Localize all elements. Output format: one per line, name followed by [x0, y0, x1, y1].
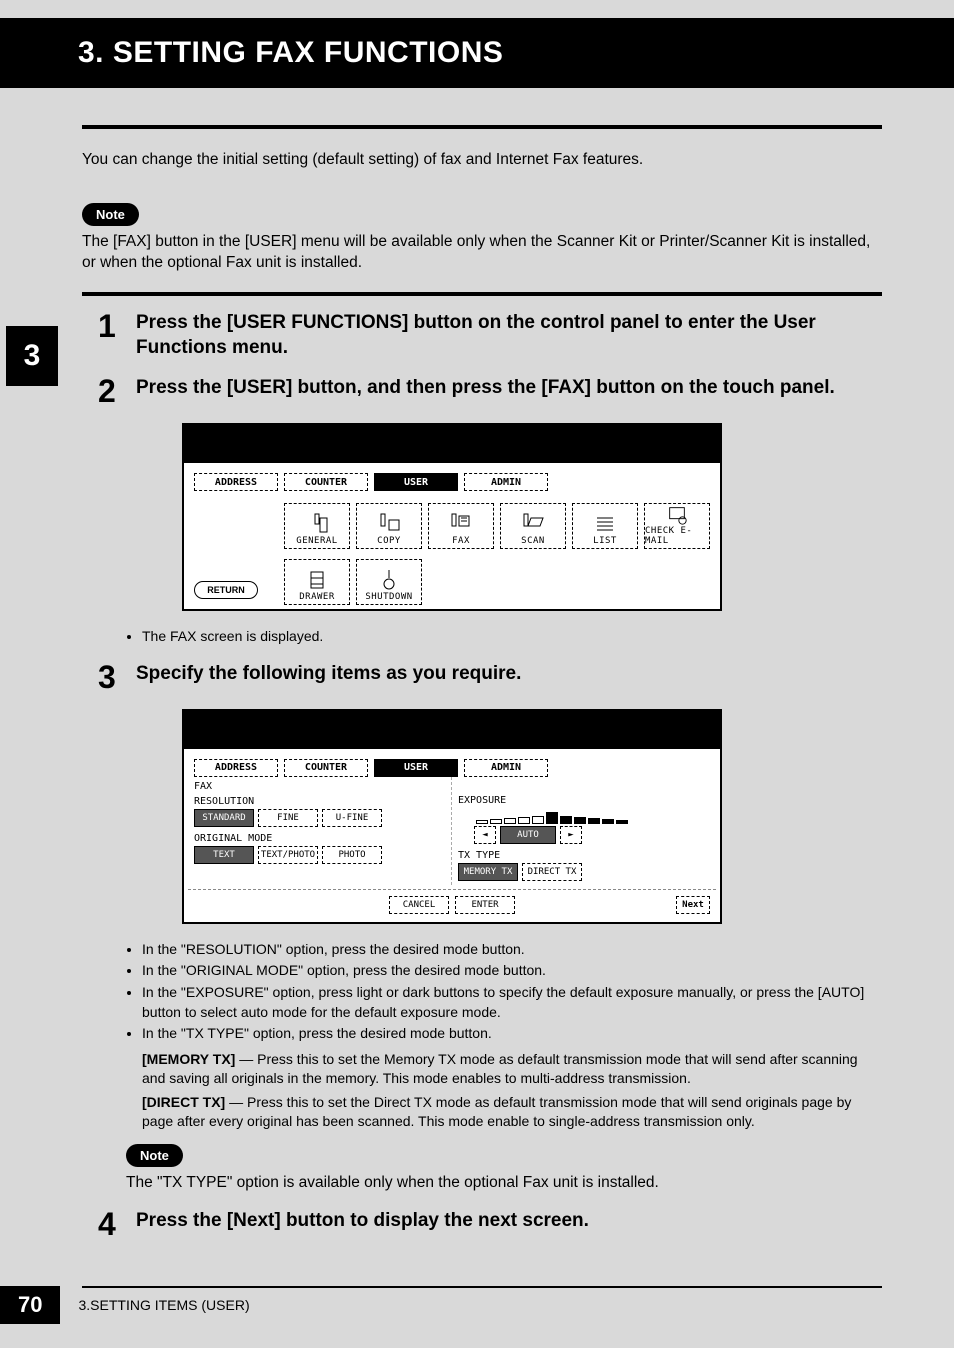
exposure-lighter[interactable]: ◄	[474, 826, 496, 844]
lcd-row2: DRAWER SHUTDOWN	[264, 549, 428, 605]
mode-text[interactable]: TEXT	[194, 846, 254, 864]
page-body: You can change the initial setting (defa…	[82, 125, 882, 1246]
chapter-header: 3. SETTING FAX FUNCTIONS	[0, 18, 954, 88]
memory-tx-desc: [MEMORY TX] — Press this to set the Memo…	[142, 1050, 882, 1089]
lcd-screenshot-2: ADDRESS COUNTER USER ADMIN FAX RESOLUTIO…	[182, 709, 722, 924]
step-1: 1 Press the [USER FUNCTIONS] button on t…	[98, 310, 882, 361]
btn-scan[interactable]: SCAN	[500, 503, 566, 549]
btn-label: DRAWER	[299, 592, 335, 602]
chapter-tab: 3	[6, 326, 58, 386]
fax-label: FAX	[194, 781, 445, 792]
btn-check-email[interactable]: CHECK E-MAIL	[644, 503, 710, 549]
lcd-tabs: ADDRESS COUNTER USER ADMIN	[188, 467, 716, 491]
btn-label: COPY	[377, 536, 401, 546]
step-3: 3 Specify the following items as you req…	[98, 661, 882, 693]
exposure-darker[interactable]: ►	[560, 826, 582, 844]
bold-label: [MEMORY TX]	[142, 1051, 235, 1067]
mode-textphoto[interactable]: TEXT/PHOTO	[258, 846, 318, 864]
chapter-title: 3. SETTING FAX FUNCTIONS	[78, 36, 503, 70]
btn-enter[interactable]: ENTER	[455, 896, 515, 914]
note-text: The [FAX] button in the [USER] menu will…	[82, 232, 882, 274]
tab-address[interactable]: ADDRESS	[194, 473, 278, 491]
btn-list[interactable]: LIST	[572, 503, 638, 549]
txtype-label: TX TYPE	[458, 850, 710, 861]
tab-user[interactable]: USER	[374, 759, 458, 777]
btn-label: CHECK E-MAIL	[645, 526, 709, 546]
note-badge: Note	[82, 203, 139, 226]
btn-fax[interactable]: FAX	[428, 503, 494, 549]
step-number: 4	[98, 1208, 124, 1240]
footer-text: 3.SETTING ITEMS (USER)	[78, 1297, 249, 1313]
btn-shutdown[interactable]: SHUTDOWN	[356, 559, 422, 605]
res-fine[interactable]: FINE	[258, 809, 318, 827]
res-ufine[interactable]: U-FINE	[322, 809, 382, 827]
tab-user[interactable]: USER	[374, 473, 458, 491]
btn-label: SHUTDOWN	[365, 592, 412, 602]
step2-bullets: The FAX screen is displayed.	[126, 627, 882, 647]
btn-drawer[interactable]: DRAWER	[284, 559, 350, 605]
bullet: In the "ORIGINAL MODE" option, press the…	[142, 961, 882, 981]
note-badge: Note	[126, 1144, 183, 1167]
lcd-divider	[188, 889, 716, 890]
btn-next[interactable]: Next	[676, 896, 710, 914]
lcd-blackbar	[184, 425, 720, 463]
bullet: In the "EXPOSURE" option, press light or…	[142, 983, 882, 1022]
btn-label: GENERAL	[296, 536, 337, 546]
step-number: 3	[98, 661, 124, 693]
mode-photo[interactable]: PHOTO	[322, 846, 382, 864]
step-4: 4 Press the [Next] button to display the…	[98, 1208, 882, 1240]
lcd-blackbar	[184, 711, 720, 749]
bullet: In the "RESOLUTION" option, press the de…	[142, 940, 882, 960]
note-text: The "TX TYPE" option is available only w…	[126, 1173, 882, 1194]
bullet: The FAX screen is displayed.	[142, 627, 882, 647]
step3-bullets: In the "RESOLUTION" option, press the de…	[126, 940, 882, 1044]
page: 3. SETTING FAX FUNCTIONS 3 You can chang…	[0, 0, 954, 1348]
tab-address[interactable]: ADDRESS	[194, 759, 278, 777]
btn-cancel[interactable]: CANCEL	[389, 896, 449, 914]
bold-label: [DIRECT TX]	[142, 1094, 225, 1110]
exposure-label: EXPOSURE	[458, 795, 710, 806]
step-text: Specify the following items as you requi…	[136, 661, 882, 693]
rule-top	[82, 125, 882, 129]
bullet: In the "TX TYPE" option, press the desir…	[142, 1024, 882, 1044]
tx-direct[interactable]: DIRECT TX	[522, 863, 582, 881]
lcd-body: ADDRESS COUNTER USER ADMIN FAX RESOLUTIO…	[184, 749, 720, 922]
lcd-row1: GENERAL COPY FAX SCAN LIST CHECK E-MAIL	[188, 497, 716, 549]
intro-text: You can change the initial setting (defa…	[82, 151, 882, 169]
tab-counter[interactable]: COUNTER	[284, 759, 368, 777]
rule-mid	[82, 292, 882, 296]
origmode-label: ORIGINAL MODE	[194, 833, 445, 844]
exposure-auto[interactable]: AUTO	[500, 826, 556, 844]
step-number: 1	[98, 310, 124, 361]
btn-label: LIST	[593, 536, 617, 546]
step-text: Press the [Next] button to display the n…	[136, 1208, 882, 1240]
step-text: Press the [USER] button, and then press …	[136, 375, 882, 407]
btn-general[interactable]: GENERAL	[284, 503, 350, 549]
exposure-bar	[476, 810, 710, 824]
step-text: Press the [USER FUNCTIONS] button on the…	[136, 310, 882, 361]
btn-return[interactable]: RETURN	[194, 581, 258, 599]
resolution-label: RESOLUTION	[194, 796, 445, 807]
step-number: 2	[98, 375, 124, 407]
lcd-body: ADDRESS COUNTER USER ADMIN GENERAL COPY …	[184, 463, 720, 609]
tab-admin[interactable]: ADMIN	[464, 759, 548, 777]
direct-tx-desc: [DIRECT TX] — Press this to set the Dire…	[142, 1093, 882, 1132]
tx-memory[interactable]: MEMORY TX	[458, 863, 518, 881]
btn-label: SCAN	[521, 536, 545, 546]
desc-text: — Press this to set the Direct TX mode a…	[142, 1094, 851, 1130]
btn-label: FAX	[452, 536, 470, 546]
lcd-tabs: ADDRESS COUNTER USER ADMIN	[188, 753, 716, 777]
tab-counter[interactable]: COUNTER	[284, 473, 368, 491]
page-footer: 70 3.SETTING ITEMS (USER)	[0, 1286, 954, 1324]
page-number: 70	[0, 1286, 60, 1324]
btn-copy[interactable]: COPY	[356, 503, 422, 549]
lcd-screenshot-1: ADDRESS COUNTER USER ADMIN GENERAL COPY …	[182, 423, 722, 611]
res-standard[interactable]: STANDARD	[194, 809, 254, 827]
step-2: 2 Press the [USER] button, and then pres…	[98, 375, 882, 407]
desc-text: — Press this to set the Memory TX mode a…	[142, 1051, 858, 1087]
tab-admin[interactable]: ADMIN	[464, 473, 548, 491]
